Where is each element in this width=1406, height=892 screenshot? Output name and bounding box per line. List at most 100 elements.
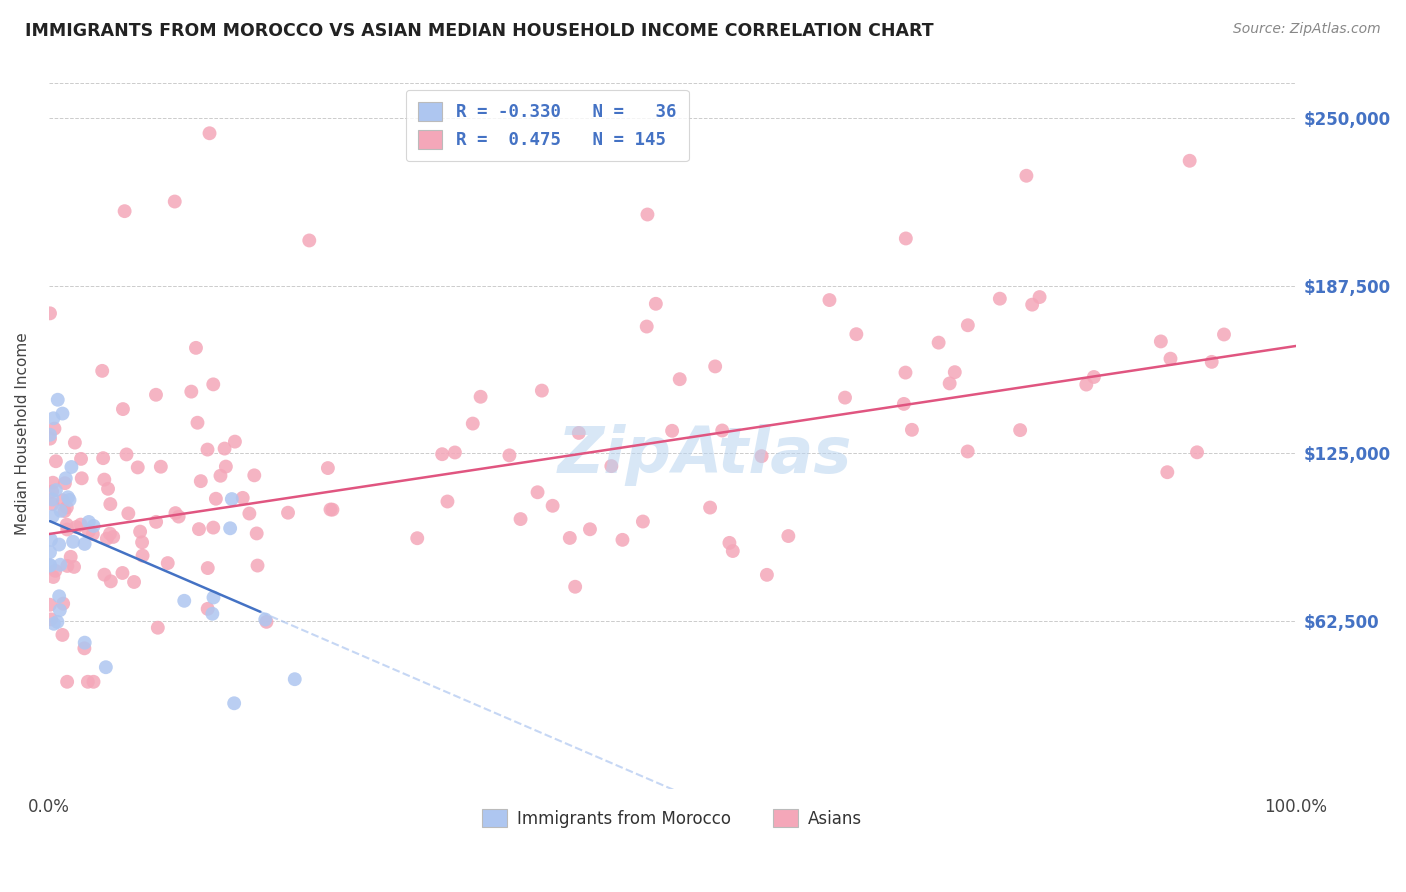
Point xyxy=(631,515,654,529)
Point xyxy=(558,531,581,545)
Point xyxy=(277,506,299,520)
Point xyxy=(1185,445,1208,459)
Point xyxy=(755,567,778,582)
Point xyxy=(202,591,225,605)
Point xyxy=(704,359,727,374)
Point xyxy=(49,504,72,518)
Point xyxy=(284,672,307,686)
Point xyxy=(636,319,658,334)
Point xyxy=(52,597,75,611)
Text: Atlas: Atlas xyxy=(672,424,852,485)
Point xyxy=(83,519,105,533)
Point xyxy=(49,603,72,617)
Point xyxy=(699,500,721,515)
Point xyxy=(156,556,179,570)
Point xyxy=(82,527,104,541)
Point xyxy=(58,492,80,507)
Point xyxy=(77,515,100,529)
Point xyxy=(63,560,86,574)
Point xyxy=(44,422,66,436)
Point xyxy=(1159,351,1181,366)
Point xyxy=(564,580,586,594)
Point xyxy=(98,497,121,511)
Point xyxy=(149,459,172,474)
Point xyxy=(1150,334,1173,349)
Point xyxy=(127,460,149,475)
Point xyxy=(73,635,96,649)
Point xyxy=(73,537,96,551)
Point xyxy=(46,392,69,407)
Point xyxy=(83,674,105,689)
Point xyxy=(1010,423,1032,437)
Point xyxy=(661,424,683,438)
Point xyxy=(42,616,65,631)
Point xyxy=(243,468,266,483)
Point xyxy=(77,524,100,539)
Point xyxy=(224,434,246,449)
Point xyxy=(209,468,232,483)
Point xyxy=(778,529,800,543)
Point xyxy=(198,126,221,140)
Point xyxy=(91,364,114,378)
Point xyxy=(202,520,225,534)
Point xyxy=(180,384,202,399)
Point xyxy=(41,484,63,499)
Point xyxy=(498,449,520,463)
Point xyxy=(100,574,122,589)
Point xyxy=(48,589,70,603)
Point xyxy=(39,545,62,559)
Text: IMMIGRANTS FROM MOROCCO VS ASIAN MEDIAN HOUSEHOLD INCOME CORRELATION CHART: IMMIGRANTS FROM MOROCCO VS ASIAN MEDIAN … xyxy=(25,22,934,40)
Point xyxy=(470,390,492,404)
Point xyxy=(63,435,86,450)
Point xyxy=(93,567,115,582)
Point xyxy=(41,492,63,507)
Point xyxy=(56,558,79,573)
Point xyxy=(96,532,118,546)
Point xyxy=(256,615,278,629)
Point xyxy=(894,366,917,380)
Point xyxy=(718,536,741,550)
Point xyxy=(56,674,79,689)
Point xyxy=(51,407,73,421)
Point xyxy=(526,485,548,500)
Point xyxy=(41,497,63,511)
Point xyxy=(167,509,190,524)
Point xyxy=(568,425,591,440)
Point xyxy=(818,293,841,307)
Point xyxy=(69,517,91,532)
Point xyxy=(612,533,634,547)
Point xyxy=(55,471,77,485)
Point xyxy=(224,696,246,710)
Text: Source: ZipAtlas.com: Source: ZipAtlas.com xyxy=(1233,22,1381,37)
Point xyxy=(129,524,152,539)
Point xyxy=(45,454,67,468)
Point xyxy=(39,427,62,442)
Point xyxy=(1083,370,1105,384)
Point xyxy=(146,621,169,635)
Point xyxy=(173,594,195,608)
Point xyxy=(943,365,966,379)
Point xyxy=(51,628,73,642)
Point xyxy=(579,522,602,536)
Point xyxy=(845,327,868,342)
Point xyxy=(721,544,744,558)
Point xyxy=(145,515,167,529)
Point xyxy=(201,607,224,621)
Point xyxy=(406,531,429,545)
Point xyxy=(145,388,167,402)
Point xyxy=(46,615,69,629)
Point xyxy=(188,522,211,536)
Point xyxy=(49,558,72,572)
Point xyxy=(644,297,666,311)
Point xyxy=(321,502,343,516)
Point xyxy=(56,523,79,537)
Point xyxy=(114,204,136,219)
Point xyxy=(1156,465,1178,479)
Point xyxy=(600,459,623,474)
Point xyxy=(56,490,79,504)
Point xyxy=(1021,298,1043,312)
Point xyxy=(238,507,260,521)
Point xyxy=(186,416,208,430)
Point xyxy=(42,475,65,490)
Point xyxy=(1028,290,1050,304)
